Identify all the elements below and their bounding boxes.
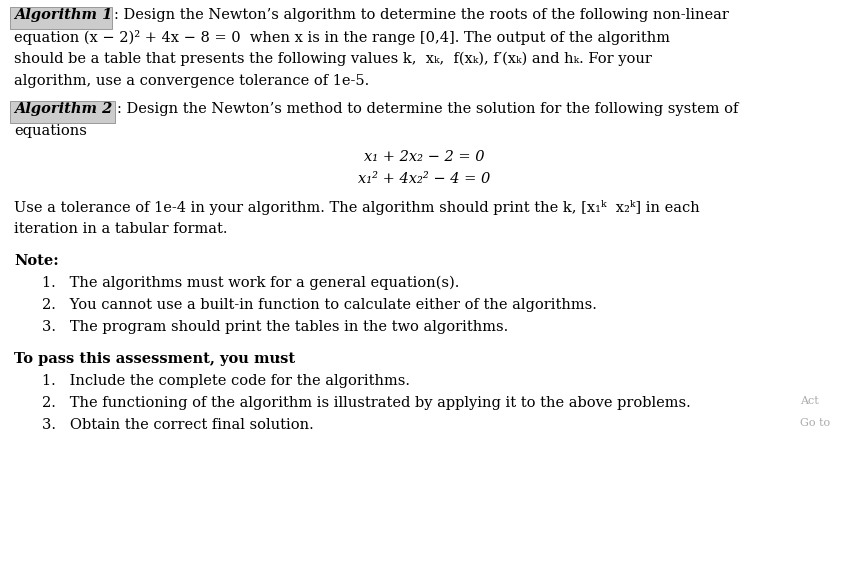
Text: : Design the Newton’s method to determine the solution for the following system : : Design the Newton’s method to determin… [117,102,739,116]
Text: iteration in a tabular format.: iteration in a tabular format. [14,222,228,236]
Text: 2.   You cannot use a built-in function to calculate either of the algorithms.: 2. You cannot use a built-in function to… [42,298,597,312]
Text: 1.   Include the complete code for the algorithms.: 1. Include the complete code for the alg… [42,374,410,388]
Text: should be a table that presents the following values k,  xₖ,  f(xₖ), f′(xₖ) and : should be a table that presents the foll… [14,52,652,67]
FancyBboxPatch shape [10,101,115,123]
Text: :: : [276,352,281,366]
Text: equations: equations [14,124,87,138]
Text: To pass this assessment, you must: To pass this assessment, you must [14,352,295,366]
Text: 1.   The algorithms must work for a general equation(s).: 1. The algorithms must work for a genera… [42,276,459,290]
Text: 3.   Obtain the correct final solution.: 3. Obtain the correct final solution. [42,418,314,432]
Text: Act: Act [800,396,818,406]
Text: algorithm, use a convergence tolerance of 1e-5.: algorithm, use a convergence tolerance o… [14,74,369,88]
Text: : Design the Newton’s algorithm to determine the roots of the following non-line: : Design the Newton’s algorithm to deter… [114,8,729,22]
Text: Use a tolerance of 1e-4 in your algorithm. The algorithm should print the k, [x₁: Use a tolerance of 1e-4 in your algorith… [14,200,700,215]
Text: x₁ + 2x₂ − 2 = 0: x₁ + 2x₂ − 2 = 0 [363,150,484,164]
Text: Go to: Go to [800,418,830,428]
Text: Algorithm 1: Algorithm 1 [14,8,112,22]
Text: x₁² + 4x₂² − 4 = 0: x₁² + 4x₂² − 4 = 0 [358,172,490,186]
Text: equation (x − 2)² + 4x − 8 = 0  when x is in the range [0,4]. The output of the : equation (x − 2)² + 4x − 8 = 0 when x is… [14,30,670,45]
Text: 2.   The functioning of the algorithm is illustrated by applying it to the above: 2. The functioning of the algorithm is i… [42,396,691,410]
Text: Algorithm 2: Algorithm 2 [14,102,112,116]
FancyBboxPatch shape [10,7,112,29]
Text: 3.   The program should print the tables in the two algorithms.: 3. The program should print the tables i… [42,320,509,334]
Text: Note:: Note: [14,254,59,268]
